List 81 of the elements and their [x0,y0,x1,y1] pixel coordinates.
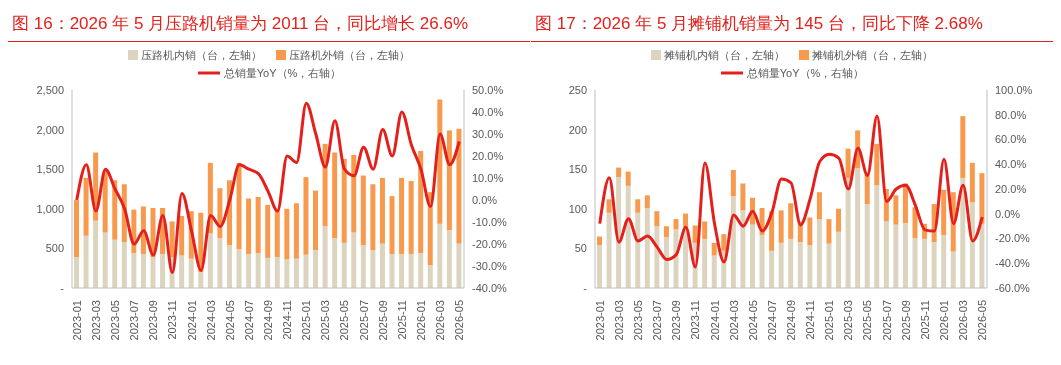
y-tick-label: 100 [568,202,587,215]
y-tick-label: - [583,281,588,294]
x-tick-label: 2026-05 [976,300,989,341]
x-tick-label: 2023-09 [670,300,683,341]
y2-tick-label: 30.0% [472,127,504,140]
y2-tick-label: 0.0% [472,193,498,206]
y2-tick-label: -40.0% [995,257,1031,270]
x-tick-label: 2023-07 [128,300,141,341]
y2-tick-label: 60.0% [995,133,1027,146]
x-tick-label: 2024-01 [708,300,721,341]
x-tick-label: 2023-03 [89,300,102,341]
x-tick-label: 2023-11 [166,300,179,340]
x-tick-label: 2023-07 [651,300,664,341]
x-tick-label: 2025-05 [861,300,874,341]
x-tick-label: 2025-03 [842,300,855,341]
x-tick-label: 2025-11 [918,300,931,340]
y-tick-label: - [60,281,65,294]
y2-tick-label: 50.0% [472,83,504,96]
y-tick-label: 1,500 [36,163,64,176]
x-tick-label: 2024-05 [223,300,236,341]
x-tick-label: 2024-09 [262,300,274,341]
y2-tick-label: 80.0% [995,108,1027,121]
y2-tick-label: -60.0% [995,281,1031,294]
y-tick-label: 1,000 [36,202,64,215]
x-tick-label: 2025-01 [823,300,836,341]
y-tick-label: 500 [45,242,64,255]
y2-tick-label: 10.0% [472,171,504,184]
x-tick-label: 2025-07 [357,300,370,341]
x-tick-label: 2024-09 [785,300,797,341]
x-tick-label: 2025-09 [376,300,389,341]
x-tick-label: 2025-11 [395,300,408,340]
y-tick-label: 250 [568,83,587,96]
y2-tick-label: -20.0% [472,237,508,250]
x-tick-label: 2025-07 [880,300,893,341]
legend-label: 摊铺机外销（台，左轴） [811,48,933,63]
legend-label: 摊铺机内销（台，左轴） [663,48,785,63]
x-tick-label: 2023-03 [612,300,625,341]
x-tick-label: 2024-03 [727,300,740,341]
y2-tick-label: -30.0% [472,259,508,272]
y-tick-label: 150 [568,163,587,176]
x-tick-label: 2026-03 [434,300,447,341]
x-tick-label: 2024-11 [804,300,817,340]
x-tick-label: 2023-01 [593,300,606,341]
x-tick-label: 2023-01 [70,300,83,341]
x-tick-label: 2023-11 [689,300,702,340]
y-tick-label: 200 [568,123,587,136]
x-tick-label: 2023-05 [632,300,645,341]
x-tick-label: 2026-01 [937,300,950,341]
x-tick-label: 2024-07 [242,300,255,341]
y2-tick-label: 0.0% [995,207,1021,220]
y2-tick-label: -40.0% [472,281,508,294]
x-tick-label: 2024-11 [281,300,294,340]
y-tick-label: 50 [574,242,587,255]
y2-tick-label: 40.0% [472,105,504,118]
x-tick-label: 2024-01 [185,300,198,341]
y-tick-label: 2,000 [36,123,64,136]
legend-label: 压路机外销（台，左轴） [288,48,410,63]
y2-tick-label: 20.0% [472,149,504,162]
y2-tick-label: -10.0% [472,215,508,228]
legend-label: 总销量YoY（%，右轴） [222,66,342,81]
y2-tick-label: 20.0% [995,182,1027,195]
x-tick-label: 2026-03 [957,300,970,341]
x-tick-label: 2024-07 [765,300,778,341]
y2-tick-label: -20.0% [995,232,1031,245]
x-tick-label: 2023-05 [109,300,122,341]
legend-label: 压路机内销（台，左轴） [140,48,262,63]
y2-tick-label: 100.0% [995,83,1033,96]
chart-title: 图 17：2026 年 5 月摊铺机销量为 145 台，同比下降 2.68% [531,8,1053,42]
x-tick-label: 2024-03 [204,300,217,341]
x-tick-label: 2025-01 [300,300,313,341]
x-tick-label: 2026-01 [414,300,427,341]
x-tick-label: 2025-05 [338,300,351,341]
x-tick-label: 2025-09 [899,300,912,341]
y2-tick-label: 40.0% [995,158,1027,171]
x-tick-label: 2026-05 [453,300,466,341]
y-tick-label: 2,500 [36,83,64,96]
chart-title: 图 16：2026 年 5 月压路机销量为 2011 台，同比增长 26.6% [8,8,530,42]
x-tick-label: 2023-09 [147,300,160,341]
x-tick-label: 2025-03 [319,300,332,341]
legend-label: 总销量YoY（%，右轴） [745,66,865,81]
x-tick-label: 2024-05 [746,300,759,341]
